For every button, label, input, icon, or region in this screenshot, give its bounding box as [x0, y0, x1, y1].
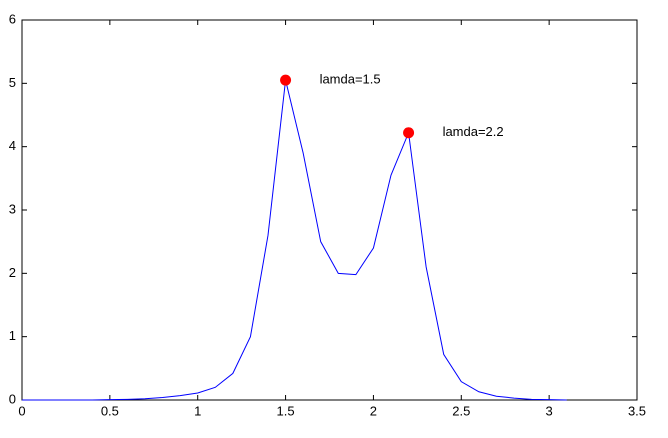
x-tick-label: 3 [546, 403, 553, 418]
peak-marker [280, 74, 292, 86]
x-tick-label: 3.5 [628, 403, 646, 418]
x-tick-label: 0.5 [101, 403, 119, 418]
y-tick-label: 0 [9, 391, 16, 406]
y-tick-label: 1 [9, 328, 16, 343]
peak-label: lamda=1.5 [320, 72, 381, 87]
peak-label: lamda=2.2 [443, 124, 504, 139]
x-tick-label: 2.5 [452, 403, 470, 418]
x-tick-label: 2 [370, 403, 377, 418]
y-tick-label: 6 [9, 11, 16, 26]
x-tick-label: 1.5 [277, 403, 295, 418]
data-line [22, 80, 567, 401]
y-tick-label: 3 [9, 201, 16, 216]
x-tick-label: 1 [194, 403, 201, 418]
plot-frame [21, 19, 638, 401]
x-tick-label: 0 [18, 403, 25, 418]
y-tick-label: 5 [9, 75, 16, 90]
y-tick-label: 4 [9, 138, 16, 153]
y-tick-label: 2 [9, 265, 16, 280]
peak-marker [403, 127, 415, 139]
